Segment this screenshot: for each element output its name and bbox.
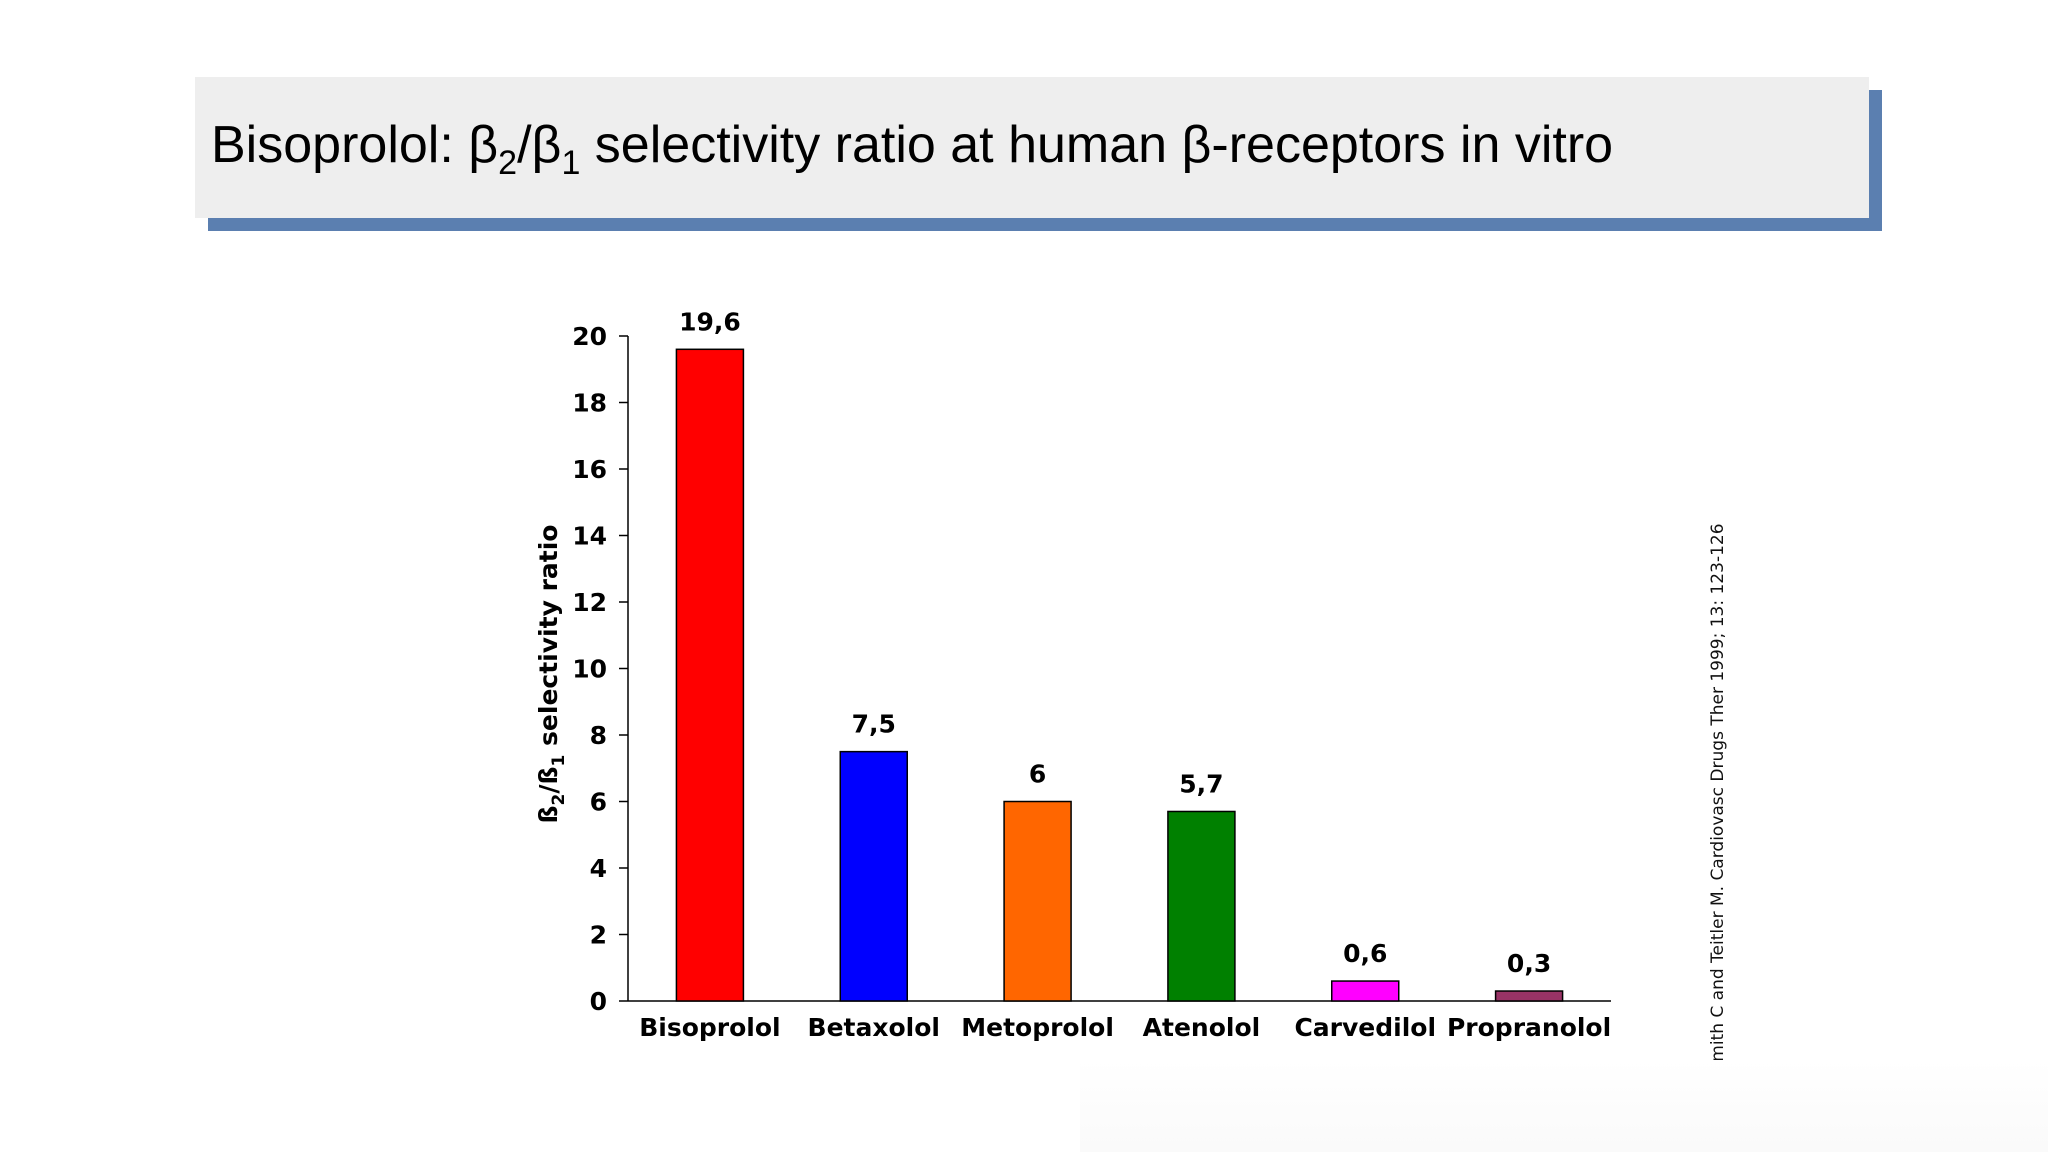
- svg-text:ß2/ß1 selectivity ratio: ß2/ß1 selectivity ratio: [534, 525, 569, 824]
- category-label-carvedilol: Carvedilol: [1294, 1013, 1436, 1042]
- y-tick-label-6: 6: [590, 788, 607, 817]
- title-banner: Bisoprolol: β2/β1 selectivity ratio at h…: [195, 77, 1869, 218]
- title-subscript-2: 2: [498, 144, 518, 182]
- y-tick-label-20: 20: [572, 322, 607, 351]
- y-tick-label-8: 8: [590, 721, 607, 750]
- value-label-metoprolol: 6: [1029, 760, 1046, 789]
- y-tick-label-4: 4: [590, 854, 607, 883]
- y-axis-label-prefix: ß: [534, 805, 563, 823]
- y-axis-label-slash: /ß: [534, 767, 563, 794]
- category-label-metoprolol: Metoprolol: [961, 1013, 1114, 1042]
- title-text-suffix: selectivity ratio at human β-receptors i…: [580, 116, 1614, 174]
- title-subscript-1: 1: [561, 144, 581, 182]
- category-label-atenolol: Atenolol: [1143, 1013, 1261, 1042]
- y-axis-label-suffix: selectivity ratio: [534, 525, 563, 755]
- y-tick-label-14: 14: [572, 522, 607, 551]
- category-label-betaxolol: Betaxolol: [808, 1013, 940, 1042]
- title-text-prefix: Bisoprolol: β: [211, 116, 499, 174]
- bar-propranolol: [1494, 990, 1564, 1002]
- y-tick-label-12: 12: [572, 588, 607, 617]
- bottom-shade: [1080, 1060, 2048, 1152]
- category-label-bisoprolol: Bisoprolol: [639, 1013, 780, 1042]
- y-tick-label-0: 0: [590, 987, 607, 1016]
- slide-title: Bisoprolol: β2/β1 selectivity ratio at h…: [211, 116, 1614, 180]
- y-tick-label-16: 16: [572, 455, 607, 484]
- y-tick-label-2: 2: [590, 921, 607, 950]
- value-label-atenolol: 5,7: [1179, 769, 1223, 798]
- y-tick-label-18: 18: [572, 389, 607, 418]
- value-label-carvedilol: 0,6: [1343, 939, 1387, 968]
- category-label-propranolol: Propranolol: [1447, 1013, 1611, 1042]
- bar-carvedilol: [1331, 980, 1400, 1002]
- y-axis-label: ß2/ß1 selectivity ratio: [534, 525, 569, 824]
- citation: Smith C and Teitler M. Cardiovasc Drugs …: [1708, 523, 1728, 1073]
- value-label-propranolol: 0,3: [1507, 949, 1551, 978]
- y-tick-label-10: 10: [572, 655, 607, 684]
- value-label-bisoprolol: 19,6: [679, 307, 741, 336]
- y-axis-label-sub1: 1: [549, 755, 569, 767]
- bar-metoprolol: [1003, 800, 1072, 1002]
- title-text-slash: /β: [517, 116, 562, 174]
- bar-betaxolol: [839, 750, 908, 1002]
- y-axis-label-sub2: 2: [549, 794, 569, 806]
- value-label-betaxolol: 7,5: [852, 710, 896, 739]
- bar-bisoprolol: [675, 348, 745, 1002]
- bar-atenolol: [1167, 810, 1236, 1002]
